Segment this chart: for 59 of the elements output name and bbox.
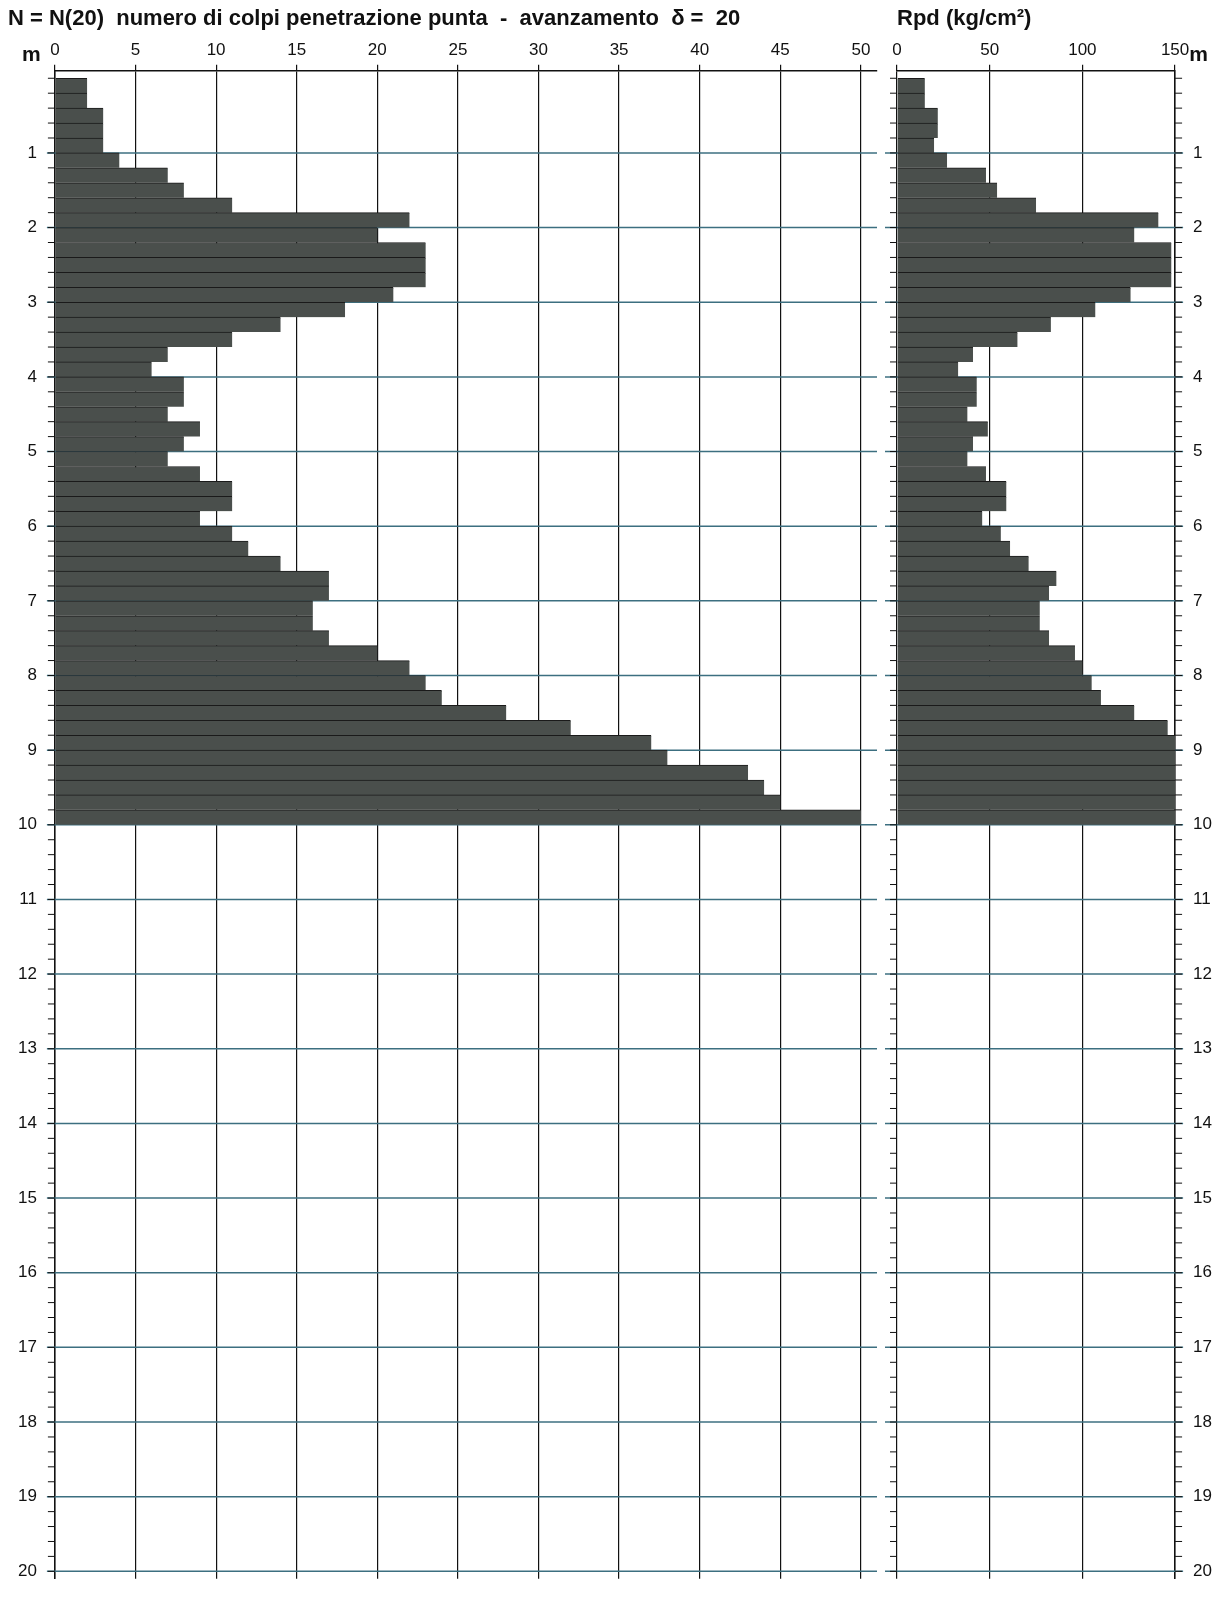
x-tick-label: 15 (287, 40, 307, 60)
y-tick-label: 17 (17, 1337, 37, 1357)
y-tick-label: 17 (1193, 1337, 1213, 1357)
y-tick-label: 2 (27, 217, 37, 237)
y-tick-label: 11 (19, 889, 37, 909)
y-tick-label: 6 (27, 515, 37, 535)
y-tick-label: 5 (27, 441, 37, 461)
y-tick-label: 3 (1193, 291, 1203, 311)
x-tick-label: 45 (770, 40, 790, 60)
y-tick-label: 7 (27, 590, 37, 610)
y-axis-title: m (22, 42, 41, 66)
y-tick-label: 1 (27, 142, 37, 162)
y-tick-label: 16 (1193, 1262, 1213, 1282)
y-tick-label: 4 (1193, 366, 1203, 386)
x-tick-label: 40 (690, 40, 710, 60)
y-tick-label: 8 (1193, 665, 1203, 685)
x-tick-label: 50 (851, 40, 871, 60)
x-tick-label: 100 (1068, 40, 1097, 60)
chart-title: N = N(20) numero di colpi penetrazione punta - avanzamento δ = 20 (8, 5, 741, 31)
x-tick-label: 30 (529, 40, 548, 60)
y-tick-label: 18 (17, 1411, 37, 1431)
x-tick-label: 20 (367, 40, 387, 60)
y-axis-title: m (1189, 42, 1208, 66)
x-tick-label: 150 (1160, 40, 1190, 60)
x-tick-label: 50 (980, 40, 1000, 60)
y-tick-label: 12 (17, 963, 37, 983)
x-tick-label: 5 (130, 40, 141, 60)
y-tick-label: 10 (17, 814, 37, 834)
y-tick-label: 7 (1193, 590, 1203, 610)
y-tick-label: 5 (1193, 441, 1203, 461)
y-tick-label: 9 (27, 739, 37, 759)
y-tick-label: 4 (27, 366, 37, 386)
y-tick-label: 15 (1193, 1187, 1213, 1207)
y-tick-label: 14 (1193, 1113, 1213, 1133)
y-tick-label: 20 (17, 1561, 37, 1581)
y-tick-label: 6 (1193, 515, 1203, 535)
y-tick-label: 15 (17, 1187, 37, 1207)
y-tick-label: 19 (1193, 1486, 1213, 1506)
y-tick-label: 9 (1193, 739, 1203, 759)
x-tick-label: 0 (50, 40, 60, 60)
y-tick-label: 11 (1193, 889, 1211, 909)
y-tick-label: 14 (17, 1113, 37, 1133)
x-tick-label: 25 (448, 40, 468, 60)
y-tick-label: 2 (1193, 217, 1203, 237)
y-tick-label: 18 (1193, 1411, 1213, 1431)
y-tick-label: 13 (1193, 1038, 1213, 1058)
chart-title: Rpd (kg/cm²) (897, 5, 1032, 31)
y-tick-label: 12 (1193, 963, 1213, 983)
y-tick-label: 19 (17, 1486, 37, 1506)
y-tick-label: 8 (27, 665, 37, 685)
y-tick-label: 16 (17, 1262, 37, 1282)
x-tick-label: 0 (892, 40, 902, 60)
y-tick-label: 10 (1193, 814, 1213, 834)
x-tick-label: 35 (609, 40, 629, 60)
y-tick-label: 1 (1193, 142, 1203, 162)
y-tick-label: 20 (1193, 1561, 1213, 1581)
x-tick-label: 10 (206, 40, 226, 60)
y-tick-label: 3 (27, 291, 37, 311)
y-tick-label: 13 (17, 1038, 37, 1058)
